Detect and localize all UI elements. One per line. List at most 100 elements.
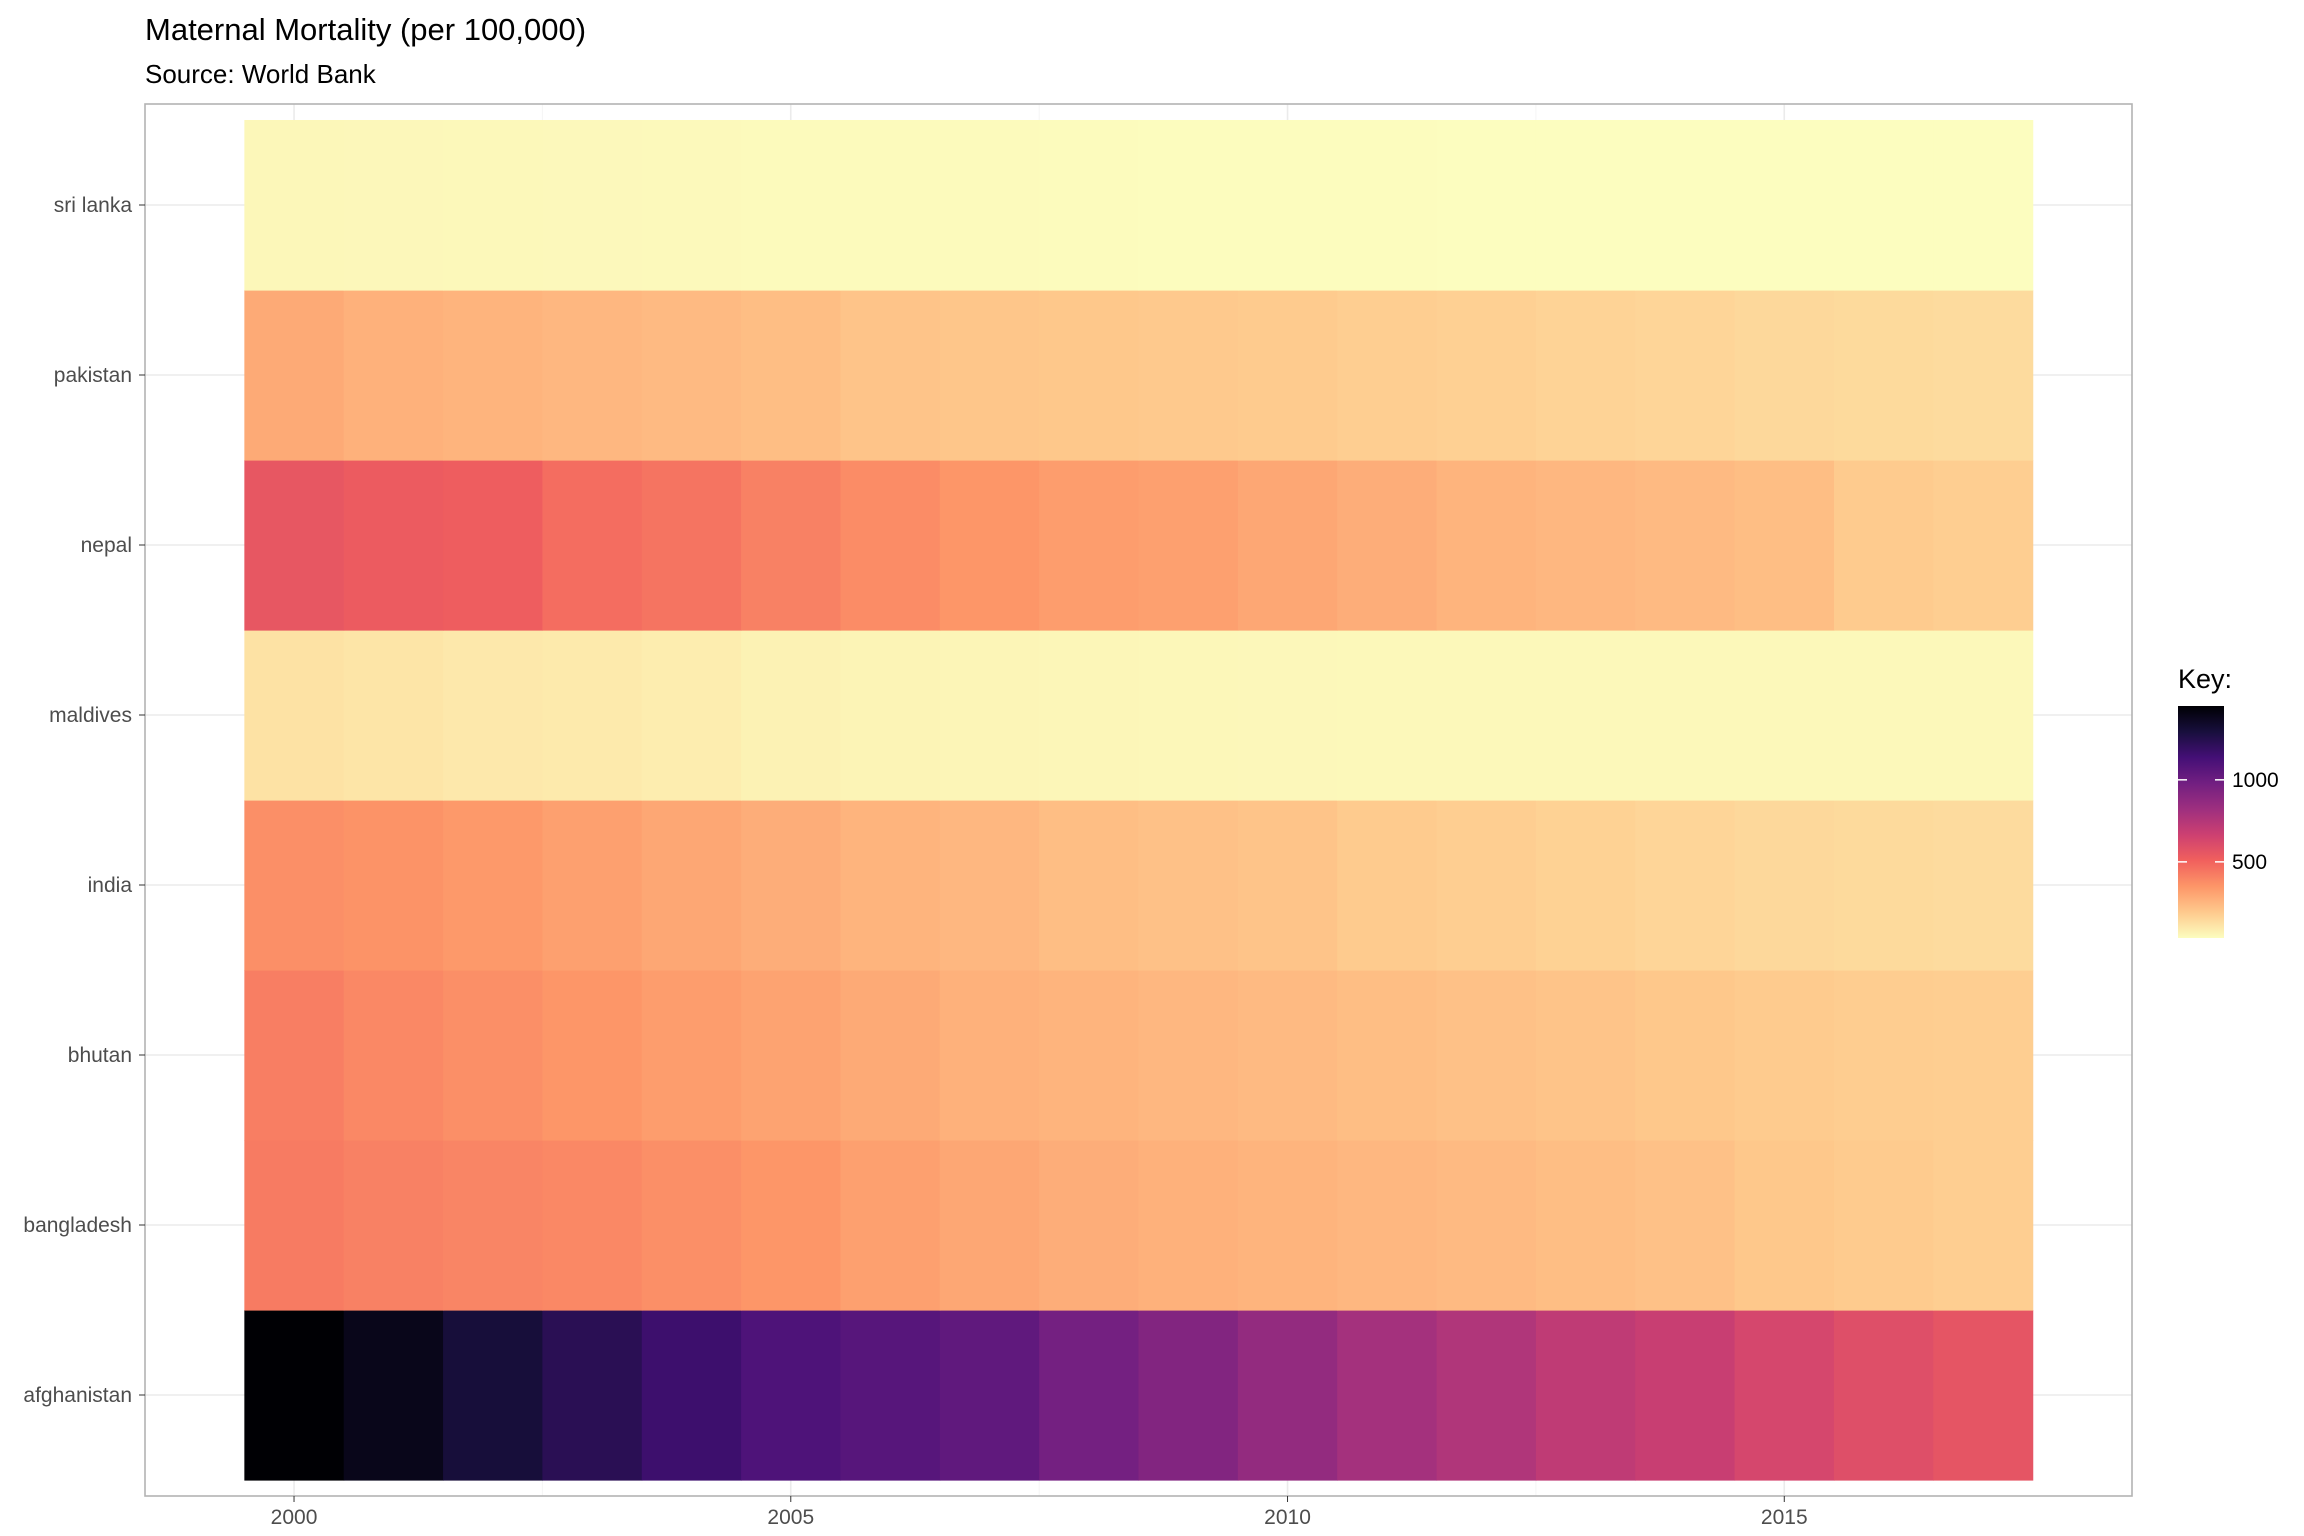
heatmap-cell: afghanistan 2015: 630 — [1734, 1310, 1835, 1481]
heatmap-cell: india 2014: 160 — [1635, 800, 1736, 971]
heatmap-cell: afghanistan 2016: 590 — [1833, 1310, 1934, 1481]
color-legend: Key: 500 1000 — [2178, 664, 2279, 938]
heatmap-cell: bhutan 2001: 390 — [343, 970, 444, 1141]
y-tick-label: india — [88, 874, 133, 897]
heatmap-cell: afghanistan 2004: 1160 — [641, 1310, 742, 1481]
heatmap-cell: pakistan 2007: 205 — [939, 290, 1040, 461]
heatmap-cell: afghanistan 2002: 1300 — [443, 1310, 543, 1481]
heatmap-cell: afghanistan 2010: 860 — [1237, 1310, 1338, 1481]
heatmap-cell: sri lanka 2009: 40 — [1138, 120, 1239, 291]
heatmap-cell: india 2011: 190 — [1337, 800, 1438, 971]
heatmap-cell: bhutan 2011: 230 — [1337, 970, 1438, 1141]
heatmap-cell: afghanistan 2011: 800 — [1337, 1310, 1438, 1481]
heatmap-cells: afghanistan 2000: 1450afghanistan 2001: … — [244, 120, 2034, 1481]
heatmap-cell: bhutan 2017: 180 — [1933, 970, 2034, 1141]
y-tick-label: maldives — [49, 704, 132, 727]
heatmap-cell: bhutan 2006: 290 — [840, 970, 941, 1141]
heatmap-cell: sri lanka 2012: 37 — [1436, 120, 1537, 291]
heatmap-cell: bangladesh 2016: 190 — [1833, 1140, 1934, 1311]
y-tick-label: sri lanka — [54, 194, 133, 217]
heatmap-cell: nepal 2000: 550 — [244, 460, 345, 631]
heatmap-cell: afghanistan 2009: 920 — [1138, 1310, 1239, 1481]
heatmap-cell: sri lanka 2001: 53 — [343, 120, 444, 291]
heatmap-cell: pakistan 2001: 270 — [343, 290, 444, 461]
heatmap-cell: sri lanka 2015: 36 — [1734, 120, 1835, 291]
heatmap-cell: maldives 2007: 60 — [939, 630, 1040, 801]
heatmap-cell: sri lanka 2002: 52 — [443, 120, 543, 291]
heatmap-cell: bangladesh 2005: 350 — [741, 1140, 842, 1311]
heatmap-cell: india 2010: 210 — [1237, 800, 1338, 971]
heatmap-cell: india 2008: 230 — [1039, 800, 1140, 971]
heatmap-cell: india 2016: 145 — [1833, 800, 1934, 971]
heatmap-cell: maldives 2003: 95 — [542, 630, 643, 801]
chart-subtitle: Source: World Bank — [145, 59, 377, 89]
heatmap-cell: maldives 2002: 100 — [443, 630, 543, 801]
heatmap-cell: bangladesh 2014: 220 — [1635, 1140, 1736, 1311]
heatmap-cell: pakistan 2014: 160 — [1635, 290, 1736, 461]
heatmap-cell: sri lanka 2017: 36 — [1933, 120, 2034, 291]
y-tick-label: afghanistan — [23, 1384, 132, 1407]
heatmap-cell: bangladesh 2012: 240 — [1436, 1140, 1537, 1311]
heatmap-cell: nepal 2008: 330 — [1039, 460, 1140, 631]
heatmap-cell: india 2004: 300 — [641, 800, 742, 971]
heatmap-cell: pakistan 2009: 195 — [1138, 290, 1239, 461]
heatmap-cell: bhutan 2007: 270 — [939, 970, 1040, 1141]
heatmap-cell: nepal 2017: 180 — [1933, 460, 2034, 631]
heatmap-cell: bangladesh 2011: 250 — [1337, 1140, 1438, 1311]
heatmap-cell: bangladesh 2006: 320 — [840, 1140, 941, 1311]
heatmap-cell: pakistan 2000: 290 — [244, 290, 345, 461]
heatmap-cell: pakistan 2011: 180 — [1337, 290, 1438, 461]
heatmap-cell: afghanistan 2005: 1100 — [741, 1310, 842, 1481]
heatmap-cell: maldives 2008: 58 — [1039, 630, 1140, 801]
y-tick-label: nepal — [81, 534, 132, 557]
heatmap-cell: pakistan 2012: 175 — [1436, 290, 1537, 461]
heatmap-cell: nepal 2001: 530 — [343, 460, 444, 631]
heatmap-cell: pakistan 2002: 260 — [443, 290, 543, 461]
chart-title: Maternal Mortality (per 100,000) — [145, 12, 586, 47]
heatmap-cell: sri lanka 2006: 45 — [840, 120, 941, 291]
heatmap-cell: bhutan 2014: 200 — [1635, 970, 1736, 1141]
x-tick-label: 2005 — [767, 1506, 814, 1529]
x-tick-label: 2010 — [1264, 1506, 1311, 1529]
heatmap-cell: maldives 2014: 52 — [1635, 630, 1736, 801]
heatmap-cell: india 2013: 170 — [1535, 800, 1636, 971]
heatmap-cell: sri lanka 2013: 37 — [1535, 120, 1636, 291]
heatmap-cell: nepal 2007: 350 — [939, 460, 1040, 631]
heatmap-cell: maldives 2017: 52 — [1933, 630, 2034, 801]
heatmap-cell: bhutan 2008: 260 — [1039, 970, 1140, 1141]
heatmap-cell: bhutan 2009: 250 — [1138, 970, 1239, 1141]
heatmap-cell: bangladesh 2001: 410 — [343, 1140, 444, 1311]
heatmap-cell: maldives 2005: 70 — [741, 630, 842, 801]
heatmap-cell: sri lanka 2005: 46 — [741, 120, 842, 291]
heatmap-cell: bhutan 2002: 370 — [443, 970, 543, 1141]
heatmap-cell: maldives 2000: 120 — [244, 630, 345, 801]
heatmap-cell: afghanistan 2017: 560 — [1933, 1310, 2034, 1481]
heatmap-cell: bangladesh 2009: 270 — [1138, 1140, 1239, 1311]
panel-border — [144, 103, 2133, 1497]
heatmap-cell: sri lanka 2008: 42 — [1039, 120, 1140, 291]
heatmap-cell: sri lanka 2007: 44 — [939, 120, 1040, 291]
heatmap-cell: pakistan 2006: 210 — [840, 290, 941, 461]
heatmap-cell: pakistan 2015: 150 — [1734, 290, 1835, 461]
heatmap-cell: sri lanka 2010: 39 — [1237, 120, 1338, 291]
heatmap-cell: maldives 2012: 52 — [1436, 630, 1537, 801]
legend-ticks: 500 1000 — [2178, 769, 2279, 874]
heatmap-cell: pakistan 2003: 250 — [542, 290, 643, 461]
heatmap-cell: afghanistan 2008: 970 — [1039, 1310, 1140, 1481]
heatmap-cell: pakistan 2008: 200 — [1039, 290, 1140, 461]
heatmap-cell: sri lanka 2011: 38 — [1337, 120, 1438, 291]
heatmap-cell: bhutan 2003: 350 — [542, 970, 643, 1141]
heatmap-cell: nepal 2015: 230 — [1734, 460, 1835, 631]
heatmap-cell: bhutan 2016: 185 — [1833, 970, 1934, 1141]
heatmap-cell: nepal 2016: 190 — [1833, 460, 1934, 631]
heatmap-cell: sri lanka 2000: 55 — [244, 120, 345, 291]
heatmap-cell: afghanistan 2012: 760 — [1436, 1310, 1537, 1481]
heatmap-cell: bhutan 2004: 330 — [641, 970, 742, 1141]
legend-colorbar — [2178, 706, 2224, 938]
heatmap-cell: india 2000: 370 — [244, 800, 345, 971]
heatmap-cell: india 2017: 140 — [1933, 800, 2034, 971]
heatmap-cell: pakistan 2010: 190 — [1237, 290, 1338, 461]
heatmap-cell: india 2003: 320 — [542, 800, 643, 971]
heatmap-cell: india 2007: 250 — [939, 800, 1040, 971]
heatmap-cell: nepal 2014: 240 — [1635, 460, 1736, 631]
